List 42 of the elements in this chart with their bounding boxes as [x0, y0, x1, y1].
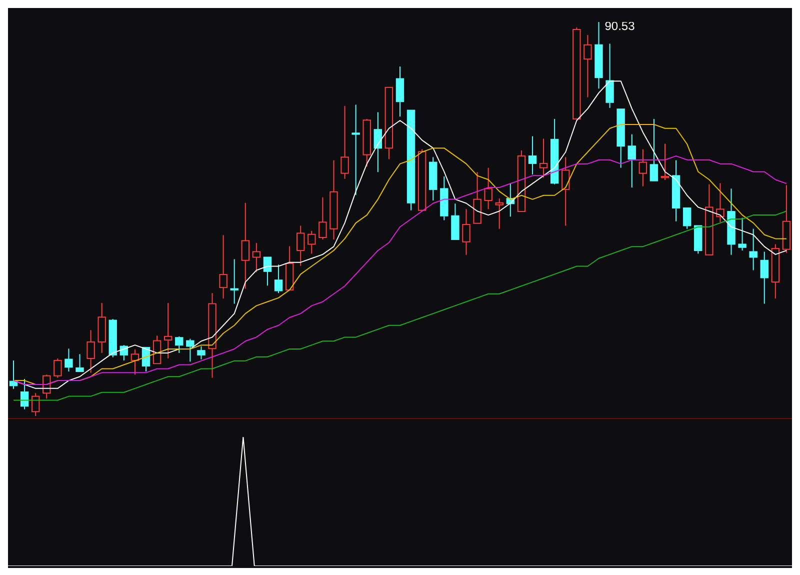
candlestick: [352, 104, 360, 196]
candlestick: [738, 217, 746, 252]
candlestick: [462, 208, 470, 256]
candlestick: [374, 112, 382, 173]
candlestick: [64, 348, 73, 372]
candlestick: [484, 167, 492, 210]
candlestick: [308, 230, 316, 254]
candlestick: [495, 198, 504, 230]
candlestick: [230, 258, 238, 304]
candlestick: [638, 148, 648, 187]
candlestick: [451, 203, 460, 240]
candlestick: [682, 207, 692, 230]
candlestick: [528, 136, 537, 175]
candlestick: [197, 346, 206, 360]
candlestick: [628, 134, 636, 188]
candlestick: [175, 336, 184, 354]
candlestick: [562, 156, 570, 226]
candlestick: [76, 354, 84, 372]
candlestick: [660, 143, 670, 180]
candlestick: [274, 264, 283, 294]
candlestick: [584, 34, 592, 98]
candlestick: [164, 302, 172, 359]
candlestick: [539, 138, 548, 178]
candlestick: [186, 338, 194, 362]
candlestick: [54, 358, 62, 378]
candlestick: [219, 234, 228, 300]
candlestick: [152, 335, 162, 364]
candlestick: [318, 196, 327, 240]
candlestick: [396, 66, 404, 118]
candlestick: [760, 251, 768, 304]
candlestick: [20, 378, 29, 410]
candlestick: [86, 330, 95, 374]
candlestick: [241, 202, 250, 290]
candlestick: [716, 182, 724, 223]
candlestick: [650, 118, 658, 182]
candlestick: [252, 242, 261, 273]
candlestick: [749, 228, 758, 271]
candlestick: [296, 225, 305, 266]
candlestick: [340, 105, 349, 180]
candlestick: [606, 43, 614, 108]
candlestick: [263, 256, 272, 286]
candlestick: [130, 348, 140, 376]
